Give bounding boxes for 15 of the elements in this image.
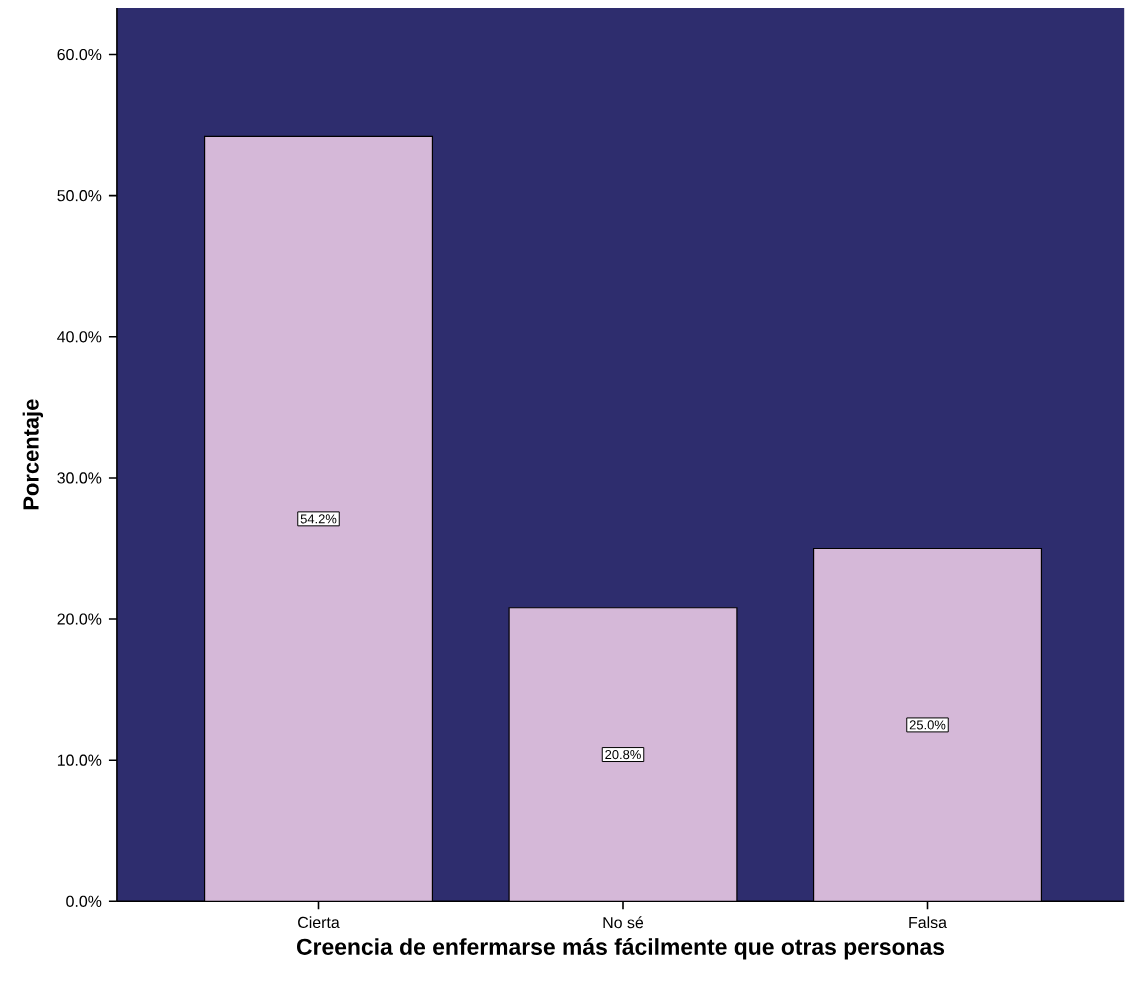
x-tick-label: Cierta (298, 916, 340, 928)
data-label: 25.0% (909, 720, 946, 730)
y-tick-label: 0.0% (66, 895, 102, 907)
y-axis-title: Porcentaje (22, 399, 44, 510)
data-label: 54.2% (300, 514, 337, 524)
y-tick-label: 60.0% (57, 48, 102, 61)
y-tick-label: 50.0% (57, 189, 102, 202)
y-tick-label: 10.0% (57, 754, 102, 766)
y-tick-label: 40.0% (57, 331, 102, 343)
x-tick-label: No sé (603, 916, 644, 929)
y-tick-label: 30.0% (57, 472, 102, 484)
x-tick-label: Falsa (909, 916, 947, 928)
x-axis-title: Creencia de enfermarse más fácilmente que otras personas (296, 937, 945, 960)
y-tick-label: 20.0% (57, 613, 102, 625)
data-label: 20.8% (605, 749, 641, 759)
